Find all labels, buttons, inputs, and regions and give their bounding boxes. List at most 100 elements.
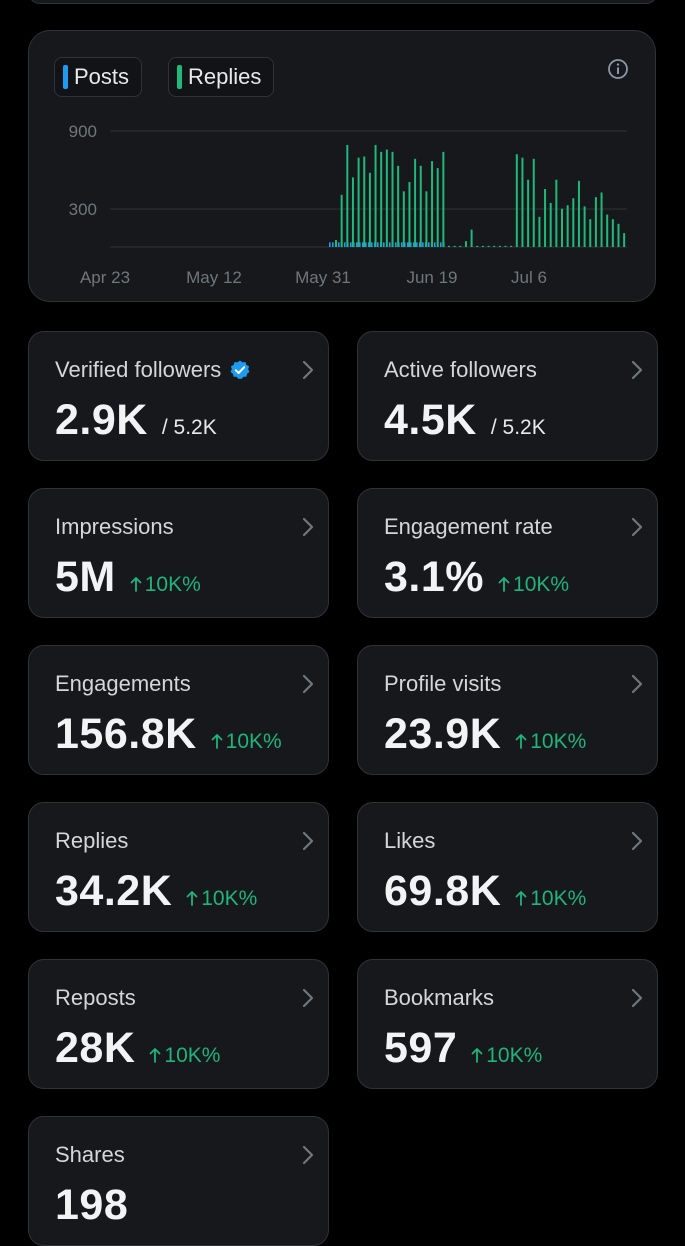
x-tick-label: Jun 19	[406, 268, 457, 287]
posts-bar	[344, 242, 346, 247]
stat-value-row: 23.9K 10K%	[384, 710, 586, 759]
replies-bar	[611, 219, 614, 247]
stat-card-impressions[interactable]: Impressions 5M 10K%	[28, 488, 329, 618]
replies-bar	[368, 172, 371, 247]
stat-total: / 5.2K	[161, 416, 217, 439]
stat-change-text: 10K%	[201, 887, 258, 910]
legend-posts[interactable]: Posts	[54, 57, 142, 97]
replies-bar	[617, 223, 620, 247]
legend-replies[interactable]: Replies	[168, 57, 274, 97]
stat-label-text: Shares	[55, 1142, 125, 1167]
stat-value-row: 5M 10K%	[55, 553, 201, 602]
stat-value: 156.8K	[55, 710, 197, 758]
stat-value-row: 69.8K 10K%	[384, 867, 586, 916]
stat-value: 4.5K	[384, 396, 477, 444]
replies-bar	[363, 156, 366, 247]
stat-total: / 5.2K	[490, 416, 546, 439]
stat-label: Shares	[55, 1142, 125, 1168]
stat-label: Engagement rate	[384, 514, 553, 540]
stat-label-text: Engagements	[55, 671, 191, 696]
stat-label-text: Likes	[384, 828, 436, 853]
chevron-right-icon	[298, 515, 318, 539]
replies-bar	[572, 198, 575, 247]
replies-bar	[397, 165, 400, 247]
stat-value-row: 3.1% 10K%	[384, 553, 569, 602]
y-tick-label: 900	[69, 122, 97, 141]
posts-bar	[377, 242, 379, 247]
replies-swatch	[177, 65, 182, 89]
replies-bar	[504, 245, 507, 247]
stat-change-text: 10K%	[225, 730, 282, 753]
stat-change: 10K%	[515, 887, 586, 911]
stat-value-row: 156.8K 10K%	[55, 710, 282, 759]
chevron-right-icon	[627, 672, 647, 696]
stat-change: 10K%	[498, 573, 569, 597]
stat-card-reposts[interactable]: Reposts 28K 10K%	[28, 959, 329, 1089]
replies-bar	[340, 194, 343, 247]
replies-bar	[498, 245, 501, 247]
posts-bar	[440, 242, 442, 247]
posts-bar	[338, 242, 340, 247]
stat-card-active-followers[interactable]: Active followers 4.5K / 5.2K	[357, 331, 658, 461]
stat-card-shares[interactable]: Shares 198	[28, 1116, 329, 1246]
stat-card-replies[interactable]: Replies 34.2K 10K%	[28, 802, 329, 932]
replies-bar	[408, 182, 411, 247]
stat-label-text: Engagement rate	[384, 514, 553, 539]
replies-bar	[436, 168, 439, 247]
replies-bar	[594, 197, 597, 247]
stat-label-text: Bookmarks	[384, 985, 495, 1010]
posts-bar	[389, 242, 391, 247]
replies-bar	[431, 161, 434, 247]
stat-label: Reposts	[55, 985, 136, 1011]
posts-bar	[401, 242, 403, 247]
info-icon[interactable]	[607, 58, 629, 80]
replies-bar	[464, 241, 467, 247]
stat-value: 23.9K	[384, 710, 502, 758]
chevron-right-icon	[627, 358, 647, 382]
stat-card-likes[interactable]: Likes 69.8K 10K%	[357, 802, 658, 932]
stat-card-engagement-rate[interactable]: Engagement rate 3.1% 10K%	[357, 488, 658, 618]
replies-bar	[583, 206, 586, 247]
stat-change-text: 10K%	[486, 1044, 543, 1067]
replies-bar	[532, 158, 535, 247]
replies-bar	[521, 157, 524, 247]
stat-label-text: Active followers	[384, 357, 537, 382]
stat-card-engagements[interactable]: Engagements 156.8K 10K%	[28, 645, 329, 775]
stat-card-bookmarks[interactable]: Bookmarks 597 10K%	[357, 959, 658, 1089]
replies-bar	[487, 245, 490, 247]
replies-bar	[623, 233, 626, 247]
posts-bar	[416, 242, 418, 247]
stat-label: Likes	[384, 828, 435, 854]
posts-bar	[365, 242, 367, 247]
posts-bar	[383, 242, 385, 247]
replies-bar	[425, 191, 428, 247]
chevron-right-icon	[627, 829, 647, 853]
stat-label: Verified followers	[55, 357, 251, 383]
x-tick-label: Apr 23	[80, 268, 130, 287]
stat-value: 28K	[55, 1024, 136, 1072]
posts-bar	[368, 242, 370, 247]
posts-bar	[428, 242, 430, 247]
stat-value-row: 2.9K / 5.2K	[55, 396, 217, 445]
stat-label: Bookmarks	[384, 985, 494, 1011]
replies-bar	[357, 157, 360, 247]
stat-change: 10K%	[186, 887, 257, 911]
replies-bar	[391, 151, 394, 247]
replies-bar	[481, 245, 484, 247]
replies-bar	[380, 151, 383, 247]
posts-bar	[350, 242, 352, 247]
replies-bar	[402, 191, 405, 247]
replies-bar	[566, 205, 569, 247]
chevron-right-icon	[627, 986, 647, 1010]
stat-value-row: 4.5K / 5.2K	[384, 396, 546, 445]
stat-value: 69.8K	[384, 867, 502, 915]
stat-card-profile-visits[interactable]: Profile visits 23.9K 10K%	[357, 645, 658, 775]
posts-bar	[410, 242, 412, 247]
replies-bar	[459, 245, 462, 247]
replies-bar	[470, 229, 473, 247]
replies-bar	[453, 245, 456, 247]
posts-bar	[329, 242, 331, 247]
stat-card-verified-followers[interactable]: Verified followers 2.9K / 5.2K	[28, 331, 329, 461]
stat-value: 2.9K	[55, 396, 148, 444]
stat-change-text: 10K%	[144, 573, 201, 596]
